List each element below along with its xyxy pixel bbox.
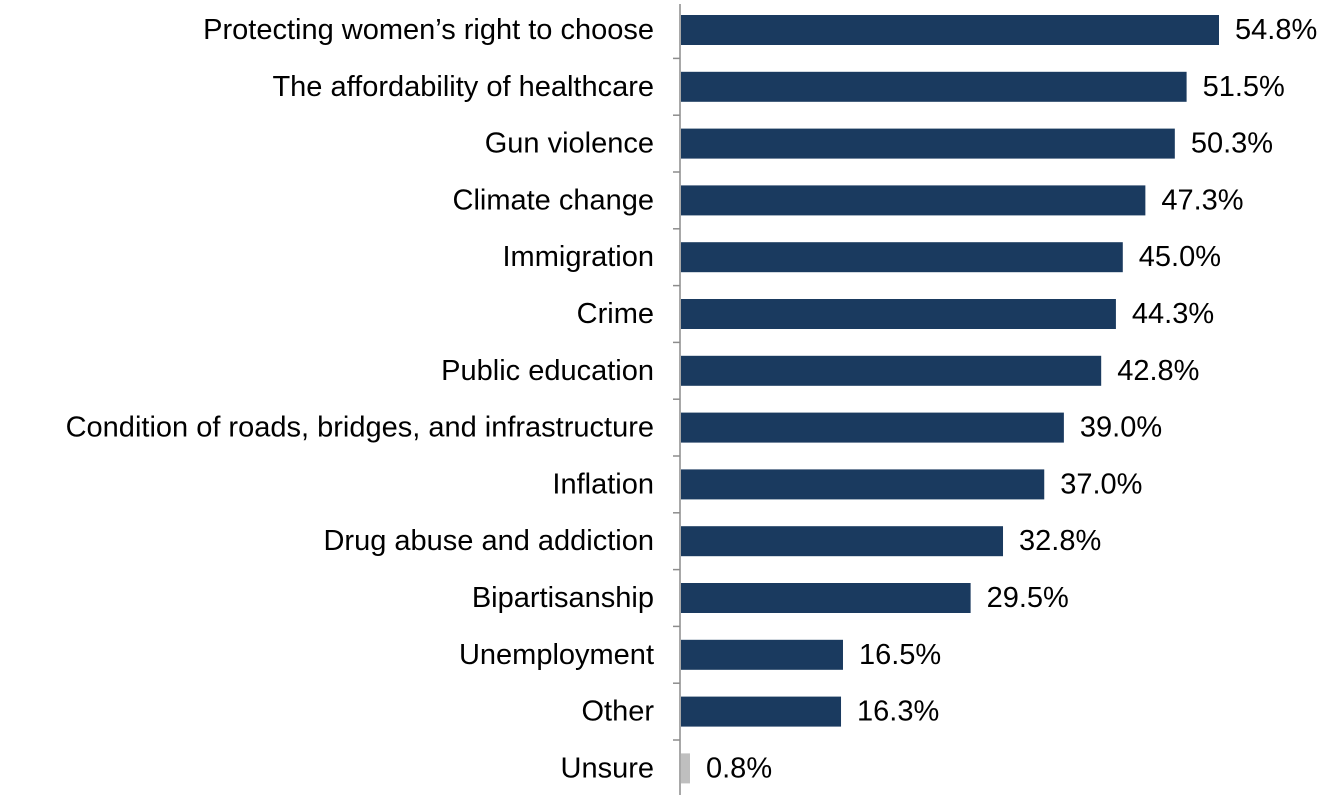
value-label: 32.8% (1019, 525, 1101, 557)
bar-4 (681, 185, 1146, 216)
value-label: 39.0% (1080, 412, 1162, 444)
category-label: Drug abuse and addiction (323, 525, 654, 557)
value-label: 16.3% (857, 696, 939, 728)
bar-10 (681, 526, 1004, 557)
category-label: Bipartisanship (472, 582, 654, 614)
bar-5 (681, 242, 1123, 273)
bar-13 (681, 696, 842, 727)
category-label: The affordability of healthcare (272, 71, 654, 103)
category-label: Protecting women’s right to choose (203, 14, 654, 46)
value-label: 37.0% (1060, 468, 1142, 500)
bar-12 (681, 639, 843, 670)
category-label: Immigration (503, 241, 655, 273)
bar-7 (681, 355, 1102, 386)
value-label: 16.5% (859, 639, 941, 671)
value-label: 42.8% (1117, 355, 1199, 387)
value-label: 0.8% (706, 752, 772, 784)
category-label: Unsure (561, 752, 655, 784)
category-label: Climate change (453, 184, 655, 216)
bar-3 (681, 128, 1175, 159)
value-label: 44.3% (1132, 298, 1214, 330)
value-label: 29.5% (987, 582, 1069, 614)
category-label: Unemployment (459, 639, 654, 671)
bars-layer (681, 15, 1219, 784)
category-label: Gun violence (485, 128, 654, 160)
value-label: 54.8% (1235, 14, 1317, 46)
category-label: Other (581, 696, 654, 728)
bar-6 (681, 299, 1116, 329)
category-axis (673, 4, 681, 795)
bar-1 (681, 15, 1219, 45)
category-label: Public education (441, 355, 654, 387)
bar-8 (681, 412, 1064, 443)
labels-layer: Protecting women’s right to choose 54.8% T… (66, 14, 1318, 784)
bar-2 (681, 71, 1187, 102)
category-label: Crime (577, 298, 654, 330)
category-label: Inflation (552, 468, 654, 500)
value-label: 47.3% (1161, 184, 1243, 216)
value-label: 51.5% (1203, 71, 1285, 103)
value-label: 45.0% (1139, 241, 1221, 273)
value-label: 50.3% (1191, 128, 1273, 160)
bar-14 (681, 753, 690, 784)
bar-11 (681, 583, 971, 613)
bar-9 (681, 469, 1045, 500)
category-label: Condition of roads, bridges, and infrast… (66, 412, 654, 444)
